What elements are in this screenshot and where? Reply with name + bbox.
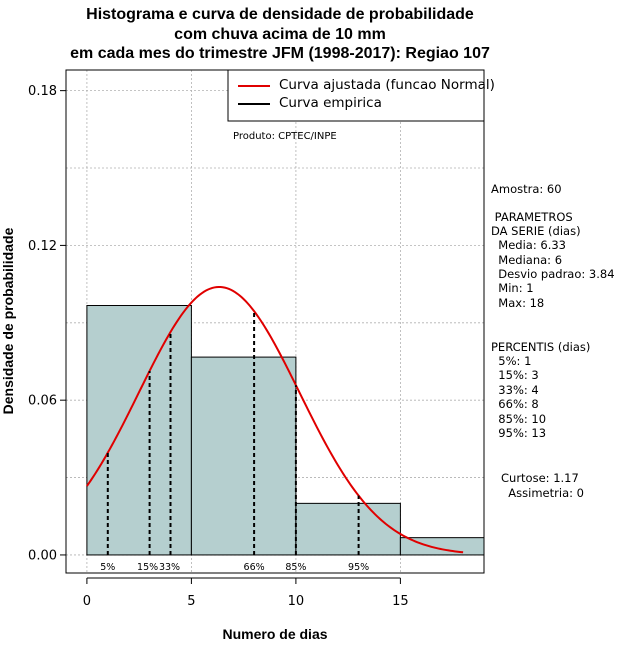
histogram-bars [86, 305, 485, 556]
params-header-2: DA SERIE (dias) [491, 224, 581, 238]
param-mediana: Mediana: 6 [491, 253, 563, 267]
percentile-label: 85% [285, 562, 306, 573]
legend-box [227, 69, 485, 122]
percentil-95: 95%: 13 [491, 426, 547, 440]
y-tick-label: 0.00 [28, 548, 57, 563]
histogram-bar [190, 356, 297, 556]
axes: 0 5 10 15 0.00 0.06 0.12 0.18 [28, 84, 409, 609]
param-max: Max: 18 [491, 296, 545, 310]
curtose: Curtose: 1.17 [501, 471, 579, 485]
percentis-header: PERCENTIS (dias) [491, 340, 591, 354]
histogram-bar [295, 502, 401, 556]
x-axis-label: Numero de dias [222, 626, 327, 642]
chart-title-line-3: em cada mes do trimestre JFM (1998-2017)… [70, 45, 490, 62]
credit-text: Produto: CPTEC/INPE [233, 131, 337, 142]
percentil-33: 33%: 4 [491, 383, 539, 397]
percentil-5: 5%: 1 [491, 354, 532, 368]
percentile-label: 66% [244, 562, 265, 573]
percentil-66: 66%: 8 [491, 397, 539, 411]
histogram-bar [86, 305, 192, 556]
percentil-15: 15%: 3 [491, 368, 539, 382]
y-tick-label: 0.12 [28, 239, 57, 254]
x-tick-label: 15 [392, 594, 409, 609]
legend-empirical-label: Curva empirica [279, 95, 382, 111]
percentile-label: 15% [137, 562, 158, 573]
param-media: Media: 6.33 [491, 238, 566, 252]
percentile-lines: 5% 15% 33% 66% 85% 95% [100, 311, 369, 573]
percentile-label: 5% [100, 562, 115, 573]
y-axis-label: Densidade de probabilidade [0, 227, 16, 414]
chart-title-line-1: Histograma e curva de densidade de proba… [86, 6, 474, 23]
chart-title-line-2: com chuva acima de 10 mm [174, 26, 386, 43]
legend-normal-label: Curva ajustada (funcao Normal) [279, 77, 495, 93]
param-desvio: Desvio padrao: 3.84 [491, 267, 615, 281]
percentile-label: 95% [348, 562, 369, 573]
sample-size: Amostra: 60 [491, 182, 562, 196]
y-tick-label: 0.18 [28, 84, 57, 99]
y-tick-label: 0.06 [28, 394, 57, 409]
x-tick-label: 0 [83, 594, 91, 609]
percentil-85: 85%: 10 [491, 412, 547, 426]
assimetria: Assimetria: 0 [501, 486, 584, 500]
param-min: Min: 1 [491, 281, 534, 295]
x-tick-label: 5 [187, 594, 195, 609]
x-tick-label: 10 [288, 594, 305, 609]
percentile-label: 33% [159, 562, 180, 573]
params-header-1: PARAMETROS [491, 210, 573, 224]
